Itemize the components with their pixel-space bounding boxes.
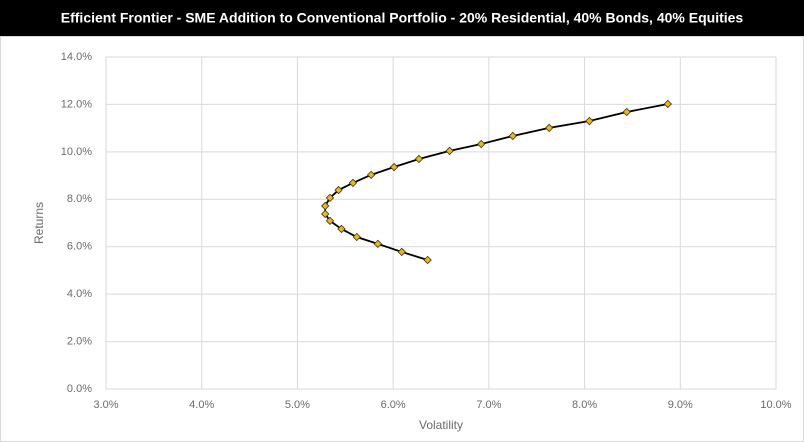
data-point [397, 247, 406, 257]
y-tick-label: 4.0% [67, 288, 92, 300]
x-tick-label: 8.0% [572, 399, 597, 411]
data-point [348, 178, 358, 188]
data-point [477, 139, 486, 149]
data-point [414, 154, 424, 164]
x-tick-label: 5.0% [285, 399, 310, 411]
data-point [321, 209, 330, 219]
y-tick-label: 2.0% [67, 335, 92, 347]
data-point [325, 216, 335, 226]
data-point [622, 107, 631, 117]
y-tick-label: 0.0% [67, 383, 92, 395]
data-point [423, 255, 432, 265]
data-point [508, 131, 517, 141]
x-axis-title: Volatility [419, 418, 463, 432]
data-point [321, 201, 330, 211]
y-axis-title: Returns [32, 202, 46, 244]
data-point [663, 99, 673, 109]
data-point [352, 232, 361, 242]
chart-title: Efficient Frontier - SME Addition to Con… [61, 10, 744, 26]
x-tick-label: 9.0% [668, 399, 693, 411]
data-point [334, 185, 343, 195]
y-tick-label: 10.0% [61, 146, 92, 158]
x-tick-label: 4.0% [189, 399, 214, 411]
data-point [373, 239, 382, 249]
x-tick-label: 7.0% [476, 399, 501, 411]
data-point [445, 146, 454, 156]
data-point [389, 162, 399, 172]
x-tick-label: 6.0% [381, 399, 406, 411]
title-bar [0, 0, 804, 36]
data-point [337, 224, 346, 234]
series-line [324, 103, 669, 261]
data-point [544, 123, 554, 133]
data-point [325, 193, 335, 203]
y-tick-label: 8.0% [67, 193, 92, 205]
y-tick-label: 12.0% [61, 98, 92, 110]
y-tick-label: 6.0% [67, 241, 92, 253]
x-tick-label: 10.0% [760, 399, 791, 411]
chart-border [0, 36, 804, 442]
x-tick-label: 3.0% [93, 399, 118, 411]
data-point [585, 116, 594, 126]
data-point [366, 170, 376, 180]
y-tick-label: 14.0% [61, 51, 92, 63]
